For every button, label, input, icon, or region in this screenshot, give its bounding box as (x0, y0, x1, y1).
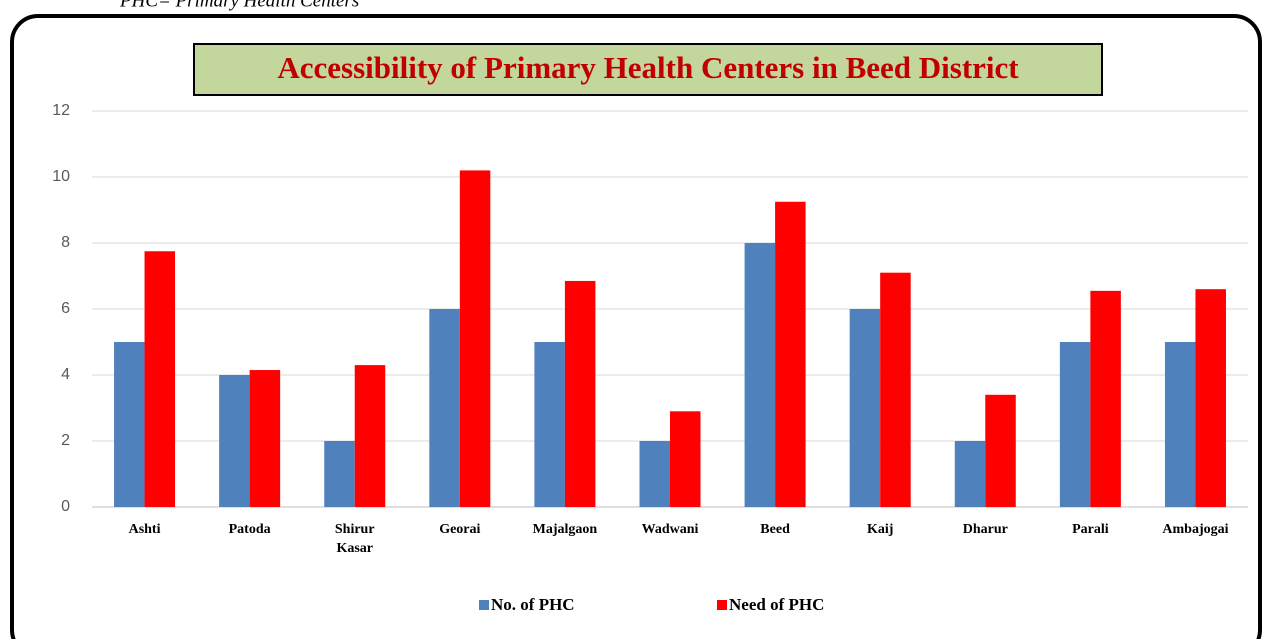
bar (639, 441, 670, 507)
x-tick-label: Ashti (129, 522, 161, 537)
bar (954, 441, 986, 507)
y-tick-label: 10 (52, 168, 70, 185)
x-tick-label: Parali (1072, 522, 1109, 537)
title-box (193, 43, 1103, 96)
chart-title: Accessibility of Primary Health Centers … (277, 50, 1019, 85)
y-tick-label: 2 (61, 432, 70, 449)
bar (1090, 290, 1121, 507)
bar (1195, 289, 1226, 507)
x-tick-label: Shirur Kasar (335, 522, 375, 556)
legend-swatch (479, 600, 489, 610)
bar (144, 251, 176, 507)
y-tick-label: 8 (61, 234, 70, 251)
y-tick-label: 0 (61, 498, 70, 515)
x-tick-label: Dharur (963, 522, 1008, 537)
bar (1059, 342, 1091, 507)
x-tick-label: Beed (760, 522, 790, 537)
bar (1164, 342, 1196, 507)
bar (670, 411, 701, 507)
legend-label: No. of PHC (491, 595, 575, 614)
bar (324, 441, 355, 507)
x-tick-label: Patoda (229, 522, 271, 537)
y-tick-label: 4 (61, 366, 70, 383)
bar (429, 309, 460, 507)
legend-swatch (717, 600, 727, 610)
y-tick-label: 12 (52, 102, 70, 119)
x-tick-label: Ambajogai (1162, 522, 1228, 537)
bar (849, 309, 881, 507)
bar (354, 365, 386, 507)
x-tick-label: Wadwani (642, 522, 699, 537)
caption: PHC= Primary Health Centers (119, 0, 359, 11)
bar (114, 342, 145, 507)
y-tick-label: 6 (61, 300, 70, 317)
bar (985, 394, 1016, 507)
bar (564, 280, 596, 507)
legend-label: Need of PHC (729, 595, 824, 614)
bar (459, 170, 491, 507)
x-tick-label: Georai (439, 522, 480, 537)
bar (219, 375, 250, 507)
bar (744, 243, 776, 507)
frame (10, 14, 1262, 639)
x-tick-label: Kaij (867, 522, 893, 537)
bar (775, 201, 806, 507)
x-tick-label: Majalgaon (533, 522, 598, 537)
bar (249, 370, 281, 507)
bar (880, 272, 911, 507)
bar (534, 342, 565, 507)
